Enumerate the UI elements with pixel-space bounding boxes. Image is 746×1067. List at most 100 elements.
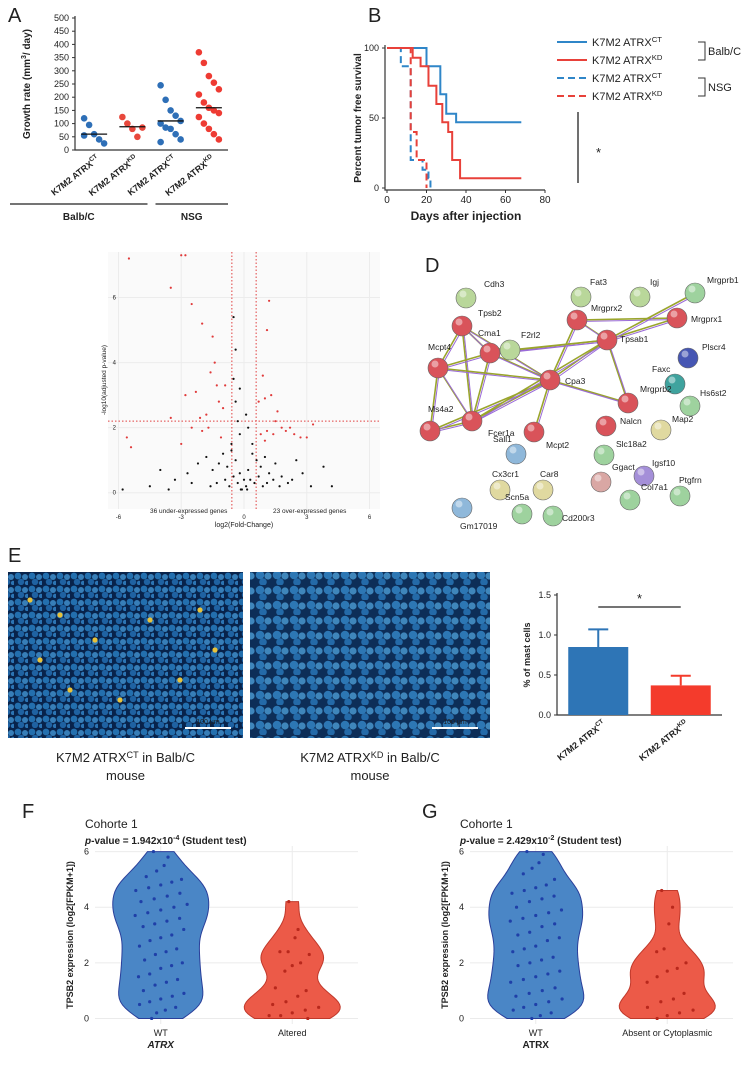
gene-point — [238, 472, 241, 475]
stained-cell — [27, 597, 33, 603]
gene-point — [278, 485, 281, 488]
network-edge — [551, 341, 609, 382]
data-point — [178, 891, 182, 895]
survival-curve — [387, 47, 428, 188]
y-tick-label: 6 — [459, 847, 464, 857]
gene-point — [244, 413, 248, 416]
network-edge — [551, 381, 630, 405]
data-point — [522, 1005, 526, 1009]
image-caption-part: in Balb/C — [383, 750, 439, 765]
data-point — [205, 72, 213, 80]
gene-point — [232, 377, 235, 380]
gene-point — [268, 472, 271, 475]
data-point — [557, 936, 561, 940]
node-label: Fcer1a — [488, 428, 515, 438]
data-point — [516, 963, 520, 968]
data-point — [147, 886, 151, 890]
x-axis-label: ATRX — [523, 1040, 550, 1051]
network-edge — [606, 292, 696, 341]
network-edge — [463, 327, 474, 423]
data-point — [514, 905, 519, 909]
node-label: Mrgprx2 — [591, 303, 622, 313]
network-edge — [439, 369, 552, 382]
network-edge — [473, 381, 552, 423]
data-point — [287, 900, 291, 904]
data-point — [549, 1011, 553, 1015]
data-point — [670, 905, 675, 909]
node-label: F2rl2 — [521, 330, 541, 340]
data-point — [134, 888, 138, 893]
gene-point — [234, 348, 237, 351]
network-node — [451, 315, 473, 337]
data-point — [174, 1005, 178, 1009]
data-point — [682, 991, 686, 996]
gene-point — [330, 485, 333, 488]
group-label: NSG — [181, 212, 203, 223]
data-point — [534, 886, 538, 890]
data-point — [210, 130, 218, 138]
gene-point — [230, 442, 233, 446]
gene-point — [194, 390, 197, 393]
network-node — [633, 465, 655, 487]
data-point — [172, 130, 179, 138]
data-point — [553, 986, 557, 990]
gene-point — [148, 485, 151, 488]
gene-point — [272, 478, 275, 481]
network-node — [419, 420, 441, 442]
node-label: Plscr4 — [702, 342, 726, 352]
node-label: Fat3 — [590, 277, 607, 287]
node-highlight — [599, 418, 607, 426]
y-axis-label-part: 3 — [21, 55, 28, 59]
gene-point — [215, 384, 218, 387]
gene-point — [224, 478, 227, 481]
stained-cell — [212, 647, 218, 653]
data-point — [675, 966, 679, 970]
gene-point — [239, 488, 242, 491]
gene-point — [280, 426, 283, 429]
data-point — [139, 900, 143, 904]
network-node — [595, 415, 617, 437]
network-node — [542, 505, 564, 527]
data-point — [143, 958, 147, 962]
data-point — [509, 980, 513, 984]
y-axis-label: % of mast cells — [522, 622, 532, 687]
data-point — [539, 958, 544, 962]
y-tick-label: 0.5 — [538, 670, 551, 680]
gene-point — [234, 400, 237, 403]
stained-cell — [117, 697, 123, 703]
data-point — [100, 140, 108, 147]
data-point — [155, 869, 159, 873]
stained-cell — [197, 607, 203, 613]
y-tick-label: 400 — [54, 39, 69, 49]
gene-point — [224, 384, 227, 387]
data-point — [278, 950, 282, 954]
panel-letter: G — [422, 801, 438, 823]
node-highlight — [515, 506, 523, 514]
gene-point — [209, 485, 212, 488]
data-point — [514, 994, 518, 998]
data-point — [215, 136, 223, 143]
node-highlight — [597, 447, 605, 455]
node-highlight — [536, 482, 544, 490]
x-tick-label: WT — [529, 1028, 543, 1038]
x-tick-label: 60 — [500, 195, 512, 206]
data-point — [665, 1014, 669, 1018]
node-label: Ms4a2 — [428, 404, 454, 414]
data-point — [162, 96, 169, 104]
data-point — [665, 969, 669, 973]
node-label: Cd200r3 — [562, 513, 595, 523]
x-tick-label-part: K7M2 ATRX — [163, 159, 209, 198]
data-point — [153, 983, 157, 987]
data-point — [195, 49, 203, 56]
data-point — [175, 977, 180, 982]
image-caption: mouse — [106, 768, 145, 783]
panel-letter: D — [425, 255, 439, 277]
data-point — [304, 989, 308, 993]
x-tick-label: -3 — [179, 515, 185, 521]
node-highlight — [459, 290, 467, 298]
gene-point — [286, 481, 290, 485]
y-tick-label: 6 — [113, 296, 117, 302]
gene-point — [184, 394, 187, 397]
x-tick-label: 3 — [305, 515, 309, 521]
